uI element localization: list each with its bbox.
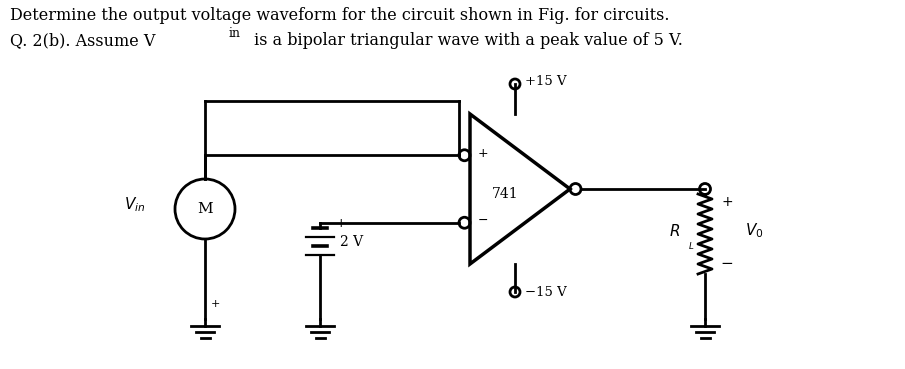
Text: +: + — [721, 195, 733, 209]
Text: $V_0$: $V_0$ — [745, 222, 764, 240]
Text: $_L$: $_L$ — [688, 238, 694, 252]
Text: Q. 2(b). Assume V: Q. 2(b). Assume V — [10, 32, 156, 49]
Text: 2 V: 2 V — [340, 235, 363, 249]
Text: +15 V: +15 V — [525, 75, 567, 87]
Text: $R$: $R$ — [670, 223, 681, 239]
Text: M: M — [197, 202, 213, 216]
Text: +: + — [478, 147, 489, 160]
Text: in: in — [228, 27, 241, 40]
Text: Determine the output voltage waveform for the circuit shown in Fig. for circuits: Determine the output voltage waveform fo… — [10, 7, 670, 24]
Text: $V_{in}$: $V_{in}$ — [124, 196, 146, 214]
Text: −: − — [720, 256, 733, 272]
Text: 741: 741 — [491, 187, 519, 201]
Text: +: + — [336, 217, 347, 230]
Text: −: − — [478, 214, 489, 227]
Text: +: + — [211, 299, 221, 309]
Text: −15 V: −15 V — [525, 286, 567, 300]
Text: is a bipolar triangular wave with a peak value of 5 V.: is a bipolar triangular wave with a peak… — [249, 32, 682, 49]
